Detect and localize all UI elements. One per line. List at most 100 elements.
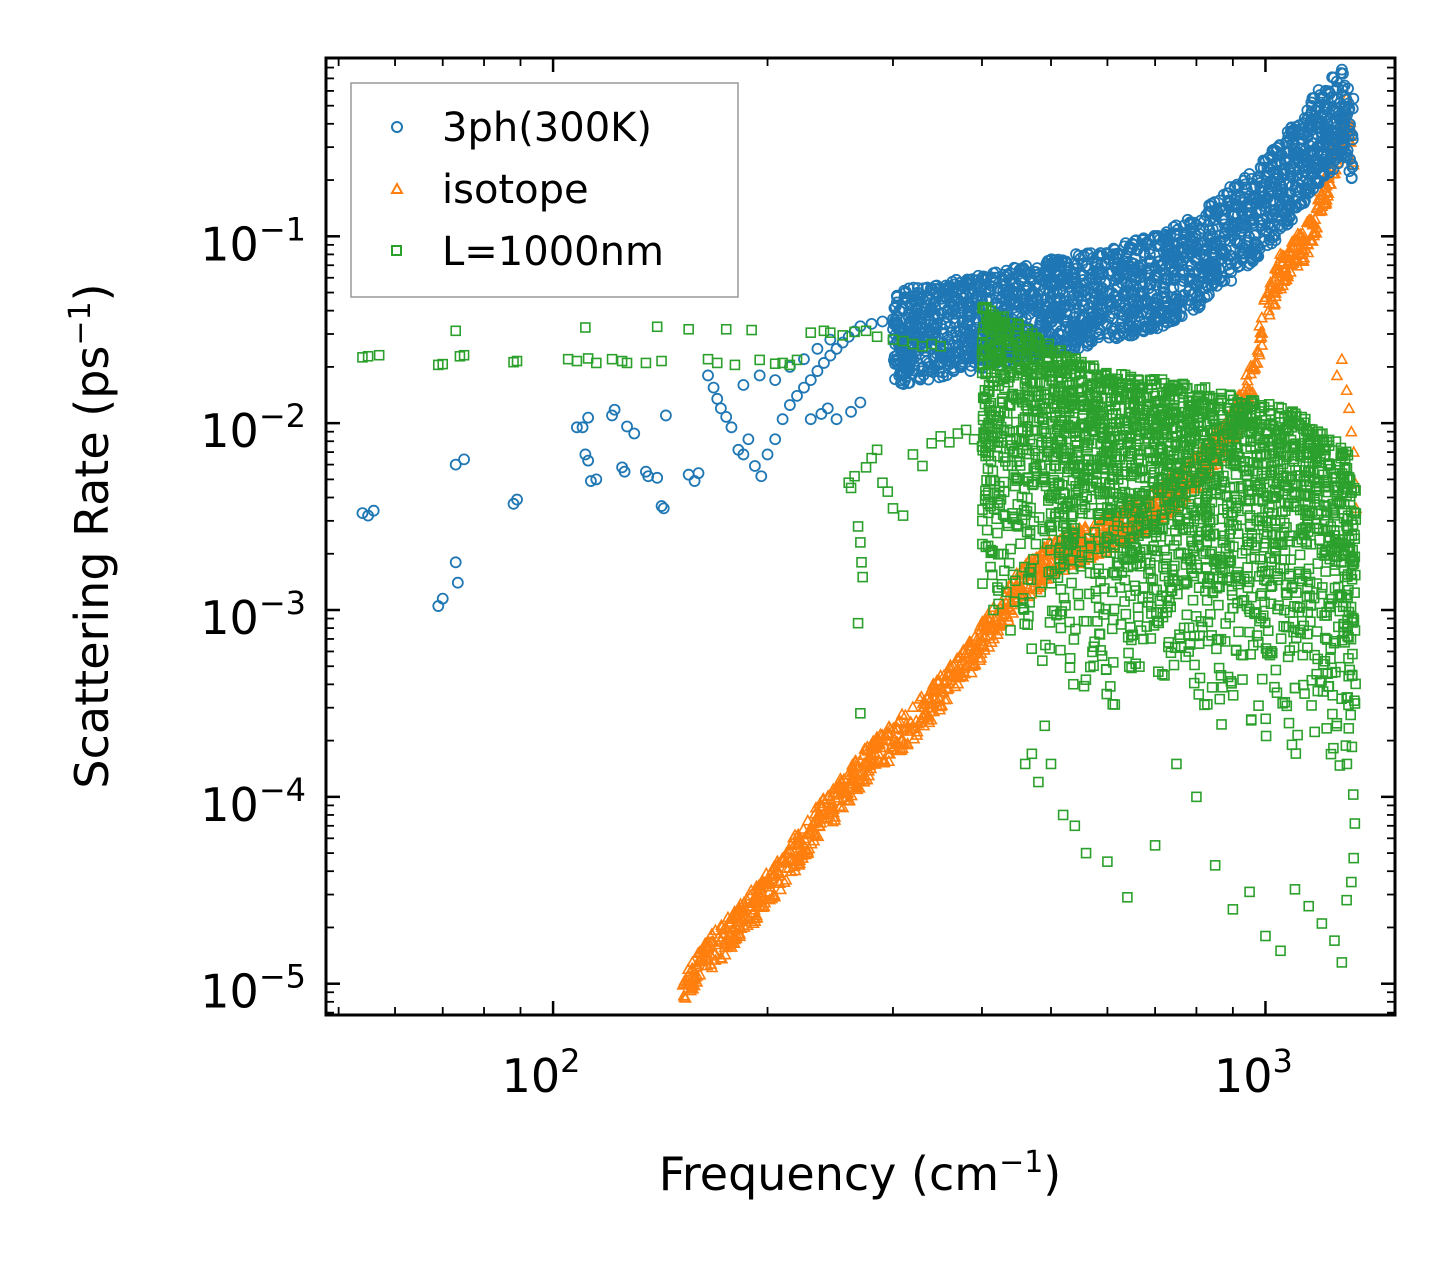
triangle-point bbox=[1264, 278, 1278, 290]
square-point bbox=[1168, 659, 1180, 671]
square-point bbox=[1270, 664, 1282, 676]
triangle-point bbox=[761, 877, 775, 889]
triangle-point bbox=[685, 955, 699, 968]
triangle-point bbox=[992, 619, 1006, 631]
square-point bbox=[1066, 577, 1077, 589]
triangle-point bbox=[921, 708, 935, 720]
circle-point bbox=[821, 402, 834, 415]
triangle-point bbox=[784, 864, 798, 877]
circle-point bbox=[1224, 181, 1237, 193]
triangle-point bbox=[952, 663, 966, 676]
triangle-point bbox=[890, 722, 904, 734]
triangle-point bbox=[877, 756, 891, 768]
square-point bbox=[1327, 708, 1338, 720]
triangle-point bbox=[1306, 234, 1319, 246]
triangle-point bbox=[733, 929, 747, 942]
triangle-point bbox=[892, 743, 906, 756]
triangle-point bbox=[680, 974, 694, 986]
triangle-point bbox=[881, 746, 895, 759]
square-point bbox=[1290, 748, 1302, 759]
square-point bbox=[992, 527, 1003, 539]
triangle-point bbox=[796, 851, 809, 863]
triangle-point bbox=[870, 755, 884, 767]
triangle-point bbox=[833, 799, 847, 811]
circle-point bbox=[876, 315, 889, 328]
triangle-point bbox=[919, 697, 932, 709]
triangle-point bbox=[895, 707, 909, 720]
triangle-point bbox=[1297, 233, 1310, 245]
circle-point bbox=[815, 408, 828, 420]
circle-point bbox=[579, 448, 592, 461]
triangle-point bbox=[1258, 293, 1272, 305]
triangle-point bbox=[864, 751, 878, 764]
triangle-point bbox=[1311, 192, 1325, 205]
triangle-point bbox=[870, 730, 884, 742]
triangle-point bbox=[1285, 235, 1299, 247]
triangle-point bbox=[734, 910, 748, 923]
triangle-point bbox=[1293, 246, 1307, 259]
triangle-point bbox=[1275, 248, 1289, 260]
triangle-point bbox=[864, 761, 878, 774]
square-point bbox=[1213, 599, 1224, 611]
circle-point bbox=[854, 396, 867, 409]
triangle-point bbox=[1319, 196, 1332, 209]
triangle-point bbox=[836, 800, 850, 813]
circle-point bbox=[804, 413, 817, 426]
circle-point bbox=[707, 381, 720, 394]
square-point bbox=[1260, 713, 1272, 725]
square-point bbox=[1055, 622, 1067, 634]
triangle-point bbox=[910, 728, 924, 740]
triangle-point bbox=[1344, 425, 1358, 437]
triangle-point bbox=[1094, 522, 1107, 535]
square-point bbox=[1078, 615, 1090, 627]
triangle-point bbox=[895, 734, 909, 746]
circle-point bbox=[865, 317, 878, 330]
square-point bbox=[1132, 602, 1144, 613]
triangle-point bbox=[718, 948, 732, 960]
triangle-point bbox=[678, 990, 691, 1003]
triangle-point bbox=[761, 872, 775, 885]
square-point bbox=[1321, 723, 1332, 734]
triangle-point bbox=[1268, 261, 1282, 274]
circle-point bbox=[753, 369, 766, 382]
circle-point bbox=[1089, 294, 1102, 307]
circle-point bbox=[432, 600, 445, 612]
triangle-point bbox=[940, 692, 954, 705]
square-point bbox=[1331, 720, 1342, 732]
triangle-point bbox=[824, 793, 837, 805]
triangle-point bbox=[782, 846, 796, 859]
circle-point bbox=[836, 336, 849, 349]
triangle-point bbox=[864, 746, 878, 758]
triangle-point bbox=[955, 669, 969, 681]
triangle-point bbox=[828, 813, 842, 825]
triangle-point bbox=[856, 772, 869, 785]
triangle-point bbox=[1273, 279, 1287, 291]
circle-point bbox=[451, 576, 464, 589]
square-point bbox=[1344, 496, 1356, 508]
square-point bbox=[1064, 662, 1076, 673]
triangle-point bbox=[1012, 567, 1026, 580]
square-point bbox=[977, 578, 988, 589]
triangle-point bbox=[841, 785, 855, 798]
triangle-point bbox=[1301, 245, 1315, 258]
triangle-point bbox=[737, 895, 751, 908]
triangle-point bbox=[864, 738, 878, 751]
triangle-point bbox=[730, 928, 744, 940]
square-point bbox=[1068, 634, 1080, 645]
circle-point bbox=[449, 556, 462, 569]
triangle-point bbox=[968, 658, 981, 670]
triangle-point bbox=[745, 896, 758, 908]
triangle-point bbox=[708, 947, 721, 959]
triangle-point bbox=[961, 659, 975, 672]
triangle-point bbox=[1255, 310, 1269, 323]
triangle-point bbox=[745, 914, 758, 927]
circle-point bbox=[830, 342, 843, 355]
circle-point bbox=[845, 405, 857, 418]
circle-point bbox=[657, 502, 670, 515]
circle-point bbox=[748, 460, 761, 472]
triangle-point bbox=[747, 916, 760, 929]
triangle-point bbox=[828, 810, 842, 822]
square-point bbox=[1073, 599, 1085, 611]
triangle-point bbox=[1036, 556, 1050, 568]
triangle-point bbox=[733, 927, 747, 939]
